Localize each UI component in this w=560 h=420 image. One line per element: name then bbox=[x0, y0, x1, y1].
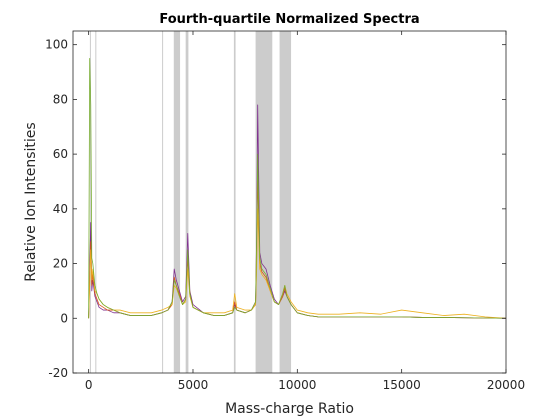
y-tick-label-2: 20 bbox=[53, 257, 68, 271]
spectrum-line-2 bbox=[88, 208, 507, 319]
highlight-region-5 bbox=[233, 31, 236, 373]
highlight-region-7 bbox=[279, 31, 292, 373]
y-tick-label-4: 60 bbox=[53, 147, 68, 161]
spectrum-line-0 bbox=[88, 104, 507, 319]
highlight-region-4 bbox=[185, 31, 189, 373]
spectra-lines bbox=[88, 57, 507, 319]
x-tick-label-4: 20000 bbox=[487, 378, 525, 392]
y-axis-ticks: -20 0 20 40 60 80 100 bbox=[45, 38, 506, 380]
spectrum-line-1 bbox=[88, 175, 507, 319]
x-tick-label-2: 10000 bbox=[278, 378, 316, 392]
highlight-region-1 bbox=[95, 31, 97, 373]
y-tick-label-0: -20 bbox=[48, 366, 68, 380]
highlight-regions bbox=[89, 31, 292, 373]
y-tick-label-5: 80 bbox=[53, 92, 68, 106]
highlight-region-6 bbox=[255, 31, 273, 373]
highlight-region-2 bbox=[162, 31, 164, 373]
y-tick-label-1: 0 bbox=[60, 311, 68, 325]
x-axis-label: Mass-charge Ratio bbox=[225, 401, 354, 417]
y-axis-label: Relative Ion Intensities bbox=[23, 122, 39, 281]
plot-frame bbox=[72, 30, 507, 374]
highlight-region-3 bbox=[173, 31, 181, 373]
chart-title: Fourth-quartile Normalized Spectra bbox=[159, 12, 419, 27]
spectrum-line-3 bbox=[88, 57, 507, 319]
x-tick-label-1: 5000 bbox=[178, 378, 209, 392]
x-tick-label-3: 15000 bbox=[383, 378, 421, 392]
x-tick-label-0: 0 bbox=[85, 378, 93, 392]
y-tick-label-3: 40 bbox=[53, 202, 68, 216]
x-axis-ticks: 0 5000 10000 15000 20000 bbox=[85, 31, 525, 392]
highlight-region-0 bbox=[89, 31, 91, 373]
y-tick-label-6: 100 bbox=[45, 38, 68, 52]
